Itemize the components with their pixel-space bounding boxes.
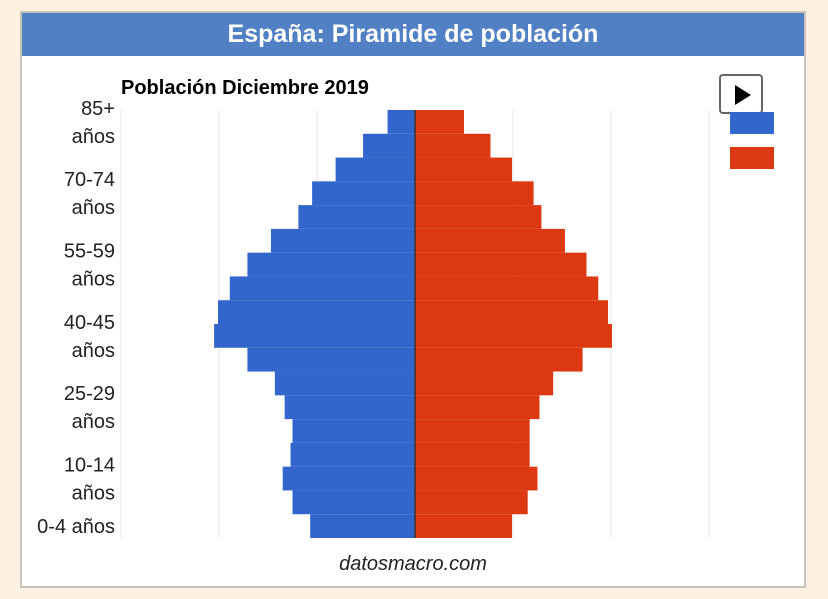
category-label: 85+ — [81, 98, 115, 120]
bar-female-25-29[interactable] — [415, 395, 540, 420]
legend-swatch-female — [730, 147, 774, 169]
source-footer: datosmacro.com — [339, 553, 487, 575]
population-pyramid-chart: Población Diciembre 2019 0-4 años 10-14 añ… — [37, 77, 710, 538]
category-label: 25-29 — [64, 383, 115, 405]
play-button[interactable] — [719, 74, 763, 114]
category-label: años — [72, 126, 115, 148]
bar-male-40-44[interactable] — [214, 324, 415, 348]
category-label: años — [72, 411, 115, 433]
bar-female-0-4[interactable] — [415, 514, 513, 538]
bar-female-40-44[interactable] — [415, 324, 612, 348]
bar-female-35-39[interactable] — [415, 347, 583, 372]
bar-male-50-54[interactable] — [229, 276, 415, 301]
bar-female-20-24[interactable] — [415, 419, 530, 443]
category-label: 55-59 — [64, 241, 115, 263]
play-icon — [735, 85, 751, 105]
bar-female-60-64[interactable] — [415, 228, 565, 253]
bar-female-70-74[interactable] — [415, 181, 534, 206]
bar-female-5-9[interactable] — [415, 490, 528, 515]
category-label: años — [72, 269, 115, 291]
category-label: años — [72, 483, 115, 505]
bar-female-85+[interactable] — [415, 110, 464, 134]
bar-female-55-59[interactable] — [415, 252, 587, 277]
bar-male-70-74[interactable] — [312, 181, 415, 206]
bar-female-80-84[interactable] — [415, 133, 491, 158]
bar-male-25-29[interactable] — [284, 395, 415, 420]
category-label: años — [72, 197, 115, 219]
category-label: 10-14 — [64, 455, 115, 477]
category-label: años — [72, 340, 115, 362]
chart-title: Población Diciembre 2019 — [121, 77, 369, 99]
bar-male-15-19[interactable] — [290, 442, 415, 467]
bar-male-10-14[interactable] — [282, 466, 415, 491]
chart-card: España: Piramide de población Población … — [20, 11, 806, 588]
bar-male-30-34[interactable] — [274, 371, 415, 396]
bar-female-10-14[interactable] — [415, 466, 538, 491]
bar-male-45-49[interactable] — [218, 300, 415, 324]
bar-female-15-19[interactable] — [415, 442, 530, 467]
bar-male-55-59[interactable] — [247, 252, 415, 277]
bar-female-45-49[interactable] — [415, 300, 609, 324]
page-title: España: Piramide de población — [22, 13, 804, 56]
bar-male-0-4[interactable] — [310, 514, 415, 538]
bar-female-50-54[interactable] — [415, 276, 599, 301]
bar-male-65-69[interactable] — [298, 205, 415, 229]
category-label: 0-4 años — [37, 516, 115, 538]
bar-male-85+[interactable] — [387, 110, 415, 134]
bar-female-30-34[interactable] — [415, 371, 554, 396]
bar-male-60-64[interactable] — [270, 228, 415, 253]
bar-male-80-84[interactable] — [363, 133, 415, 158]
category-label: 70-74 — [64, 169, 115, 191]
bar-female-65-69[interactable] — [415, 205, 542, 229]
category-label: 40-45 — [64, 312, 115, 334]
bar-male-20-24[interactable] — [292, 419, 416, 443]
bar-male-35-39[interactable] — [247, 347, 415, 372]
bar-female-75-79[interactable] — [415, 157, 513, 182]
bar-male-75-79[interactable] — [335, 157, 415, 182]
bar-male-5-9[interactable] — [292, 490, 416, 515]
legend-swatch-male — [730, 112, 774, 134]
